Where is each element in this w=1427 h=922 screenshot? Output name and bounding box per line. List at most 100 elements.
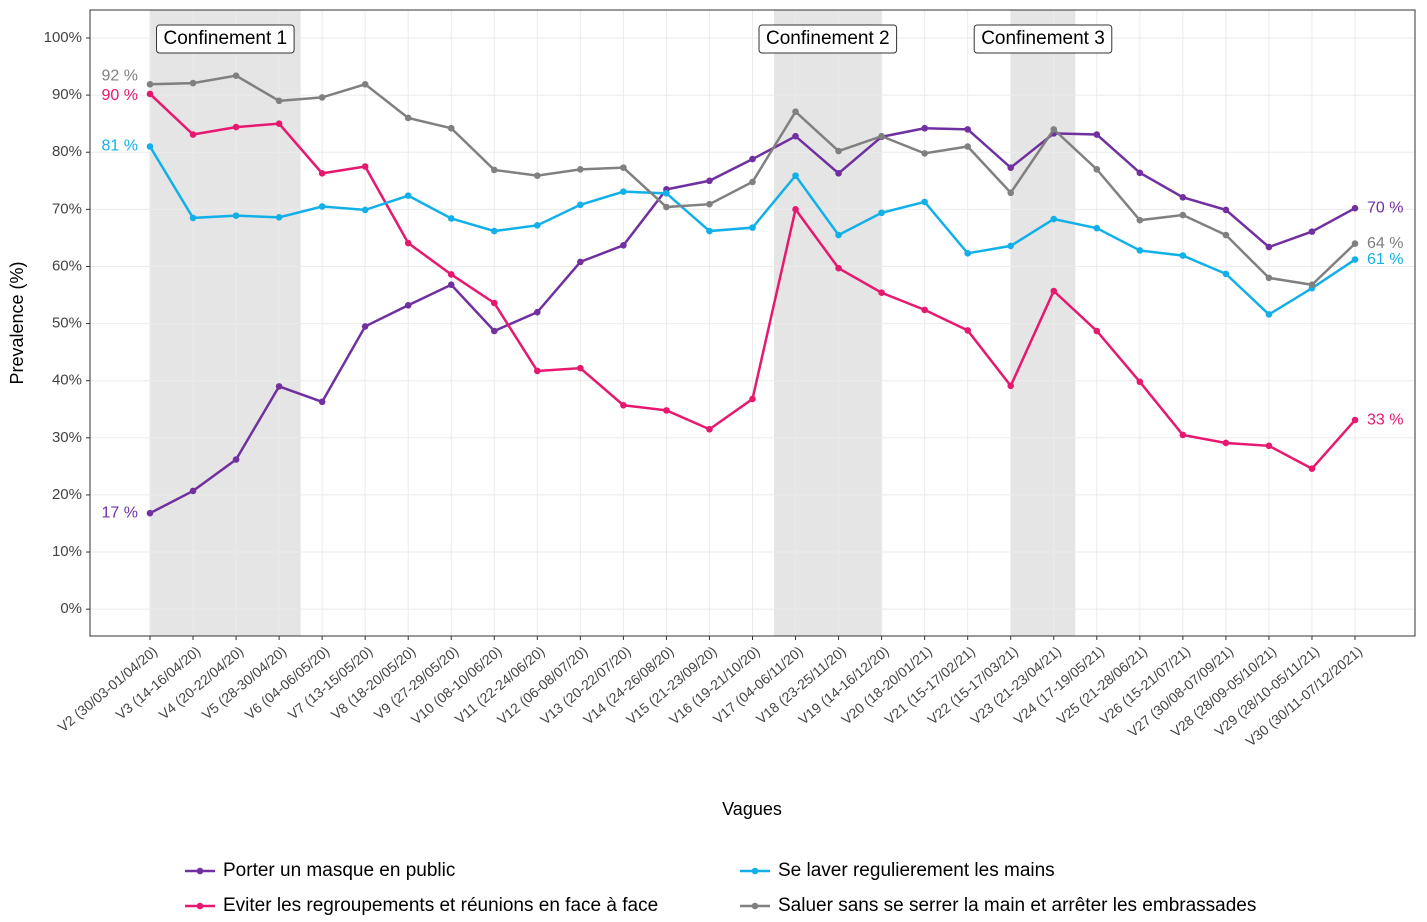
- point: [706, 425, 713, 433]
- y-tick-label: 40%: [52, 372, 82, 389]
- point: [835, 231, 842, 239]
- point: [1050, 215, 1058, 223]
- legend-swatch-dot: [196, 867, 204, 875]
- point: [318, 170, 326, 177]
- point: [1050, 126, 1058, 133]
- value-label: 92 %: [102, 67, 138, 84]
- point: [663, 203, 670, 211]
- point: [404, 192, 412, 199]
- point: [792, 172, 799, 179]
- value-label: 17 %: [102, 504, 138, 521]
- point: [318, 94, 326, 101]
- point: [1308, 281, 1316, 289]
- point: [964, 250, 971, 257]
- point: [232, 72, 240, 79]
- point: [1093, 166, 1101, 173]
- y-tick-label: 30%: [52, 429, 82, 446]
- point: [1093, 224, 1101, 232]
- point: [318, 398, 326, 406]
- annotation: Confinement 3: [973, 24, 1113, 54]
- point: [447, 271, 455, 278]
- annotation-box: [973, 24, 1113, 54]
- point: [620, 188, 627, 195]
- point: [361, 323, 369, 330]
- point: [878, 132, 885, 140]
- y-tick-label: 50%: [52, 315, 82, 332]
- point: [1007, 382, 1015, 390]
- point: [706, 177, 713, 185]
- point: [749, 395, 756, 403]
- point: [1222, 439, 1230, 447]
- point: [1308, 228, 1316, 235]
- point: [318, 203, 326, 210]
- annotation: Confinement 2: [758, 24, 898, 54]
- point: [577, 201, 584, 209]
- point: [189, 487, 197, 495]
- point: [404, 301, 412, 309]
- point: [1007, 164, 1015, 171]
- point: [1222, 231, 1230, 239]
- point: [921, 198, 928, 206]
- point: [921, 306, 928, 314]
- point: [1093, 131, 1101, 138]
- point: [275, 120, 283, 127]
- point: [1222, 206, 1230, 214]
- point: [577, 166, 584, 173]
- point: [835, 147, 842, 155]
- point: [146, 509, 154, 517]
- point: [232, 456, 240, 463]
- point: [1136, 378, 1144, 386]
- annotation-label: Confinement 2: [766, 28, 890, 49]
- shading: [149, 10, 1076, 636]
- legend-label: Saluer sans se serrer la main et arrêter…: [778, 895, 1256, 916]
- y-tick-label: 60%: [52, 257, 82, 274]
- annotation-box: [156, 24, 295, 54]
- value-label: 33 %: [1367, 411, 1403, 428]
- y-tick-label: 100%: [44, 29, 82, 46]
- point: [534, 172, 541, 179]
- point: [663, 407, 670, 414]
- point: [447, 124, 455, 132]
- point: [1007, 242, 1015, 250]
- x-axis-title: Vagues: [722, 799, 782, 819]
- plot-border: [89, 9, 1416, 637]
- point: [1308, 465, 1316, 472]
- point: [447, 281, 455, 289]
- point: [1351, 240, 1359, 247]
- point: [1136, 169, 1144, 177]
- value-label: 70 %: [1367, 199, 1403, 216]
- legend-swatch-dot: [196, 902, 204, 910]
- y-tick-label: 70%: [52, 200, 82, 217]
- point: [835, 170, 842, 177]
- point: [1265, 243, 1273, 251]
- point: [749, 155, 756, 163]
- point: [878, 209, 885, 217]
- point: [749, 224, 756, 231]
- point: [361, 80, 369, 88]
- point: [447, 215, 455, 222]
- point: [146, 80, 154, 88]
- point: [189, 79, 197, 87]
- point: [792, 132, 799, 140]
- legend-label: Porter un masque en public: [223, 860, 455, 881]
- point: [490, 299, 498, 307]
- point: [232, 212, 240, 219]
- y-tick-label: 20%: [52, 486, 82, 503]
- period-shade: [774, 10, 882, 636]
- point: [964, 143, 971, 150]
- point: [620, 242, 627, 249]
- point: [490, 227, 498, 235]
- point: [964, 327, 971, 334]
- point: [146, 143, 154, 150]
- point: [663, 190, 670, 197]
- point: [1179, 252, 1187, 259]
- value-label: 90 %: [102, 87, 138, 104]
- legend-swatch-dot: [751, 902, 759, 910]
- point: [275, 383, 283, 390]
- point: [1179, 431, 1187, 439]
- annotation-box: [758, 24, 898, 54]
- point: [835, 264, 842, 272]
- point: [490, 327, 498, 335]
- annotation-label: Confinement 1: [164, 28, 288, 49]
- point: [792, 108, 799, 115]
